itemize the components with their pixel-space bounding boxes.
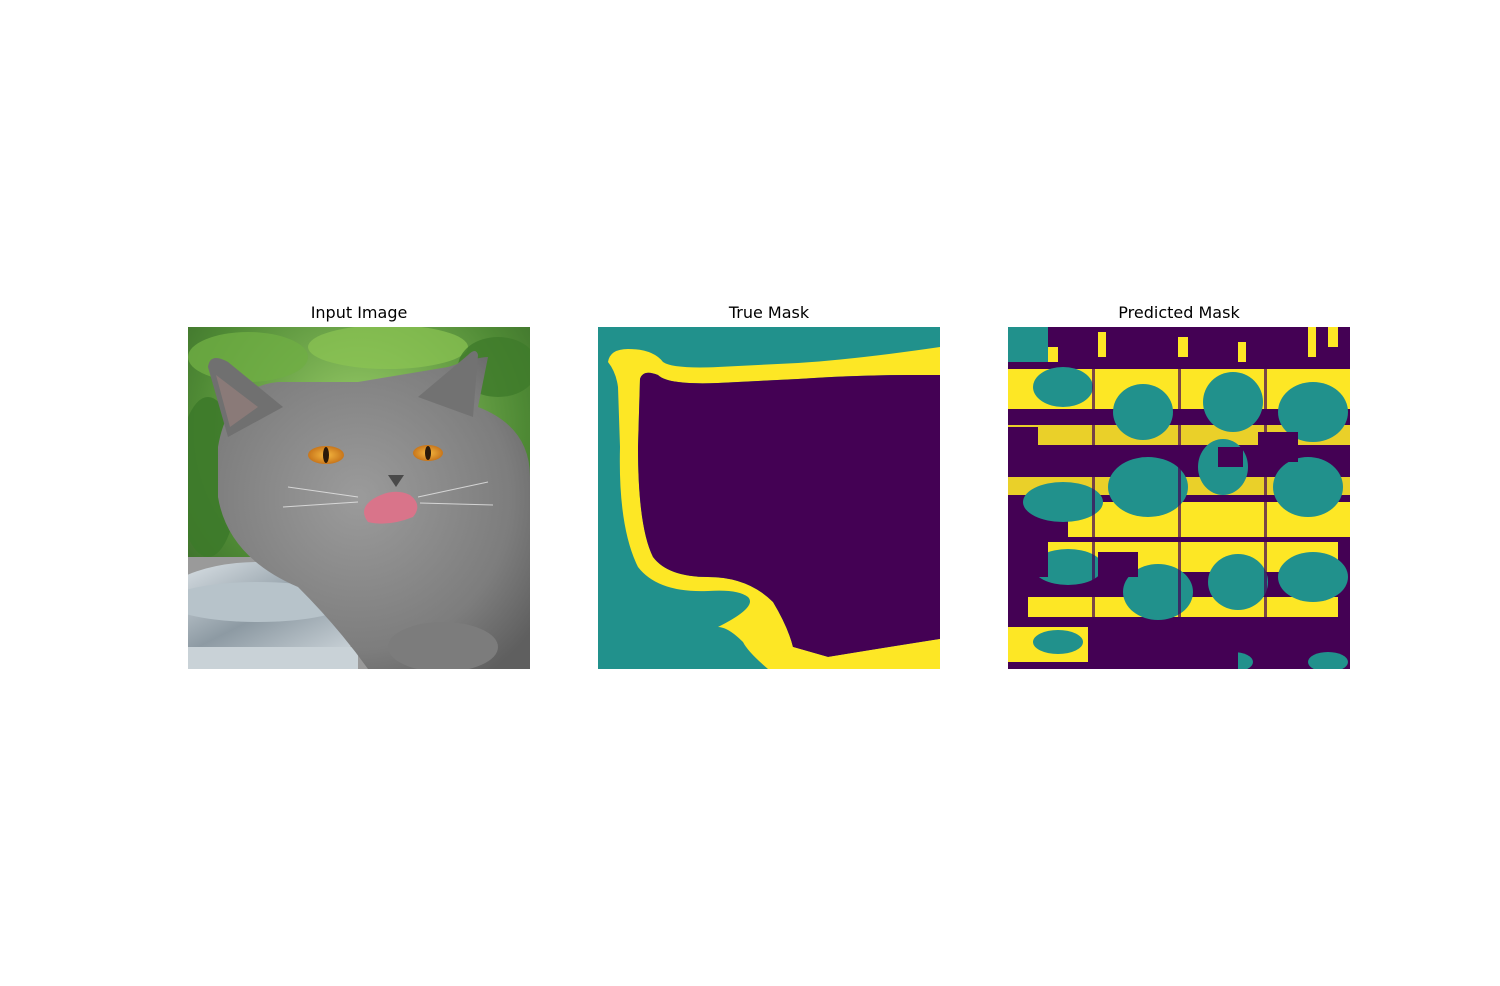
input-image-panel (188, 327, 530, 669)
true-mask (598, 327, 940, 669)
input-image (188, 327, 530, 669)
true-mask-title: True Mask (728, 303, 810, 322)
input-image-title: Input Image (310, 303, 408, 322)
predicted-mask-title: Predicted Mask (1118, 303, 1240, 322)
predicted-mask-panel (1008, 327, 1350, 669)
predicted-mask (1008, 327, 1350, 669)
true-mask-panel (598, 327, 940, 669)
